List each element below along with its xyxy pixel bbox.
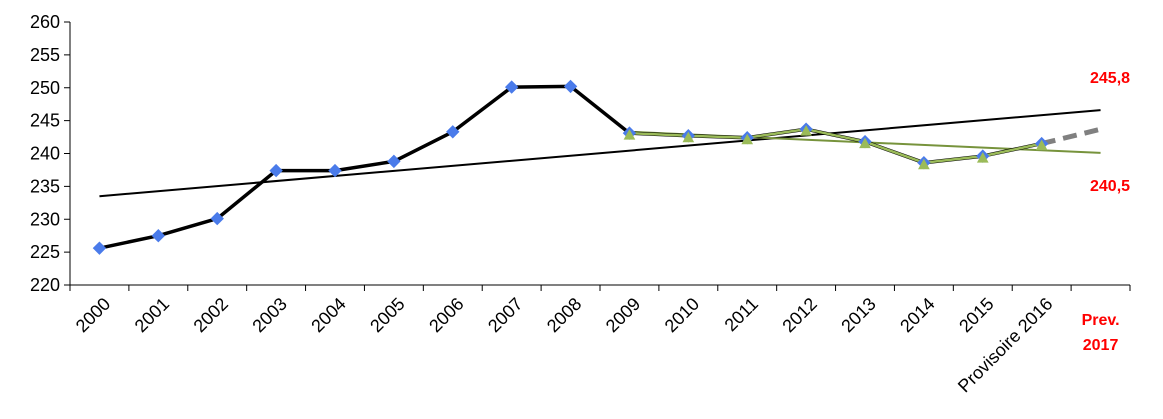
marker-point — [504, 80, 519, 94]
x-tick-label: 2015 — [955, 294, 997, 336]
x-tick-label: 2008 — [543, 294, 585, 336]
annotation-trend-end: 245,8 — [1090, 70, 1130, 87]
y-tick-label: 250 — [30, 78, 60, 98]
annotation-recent-trend-end: 240,5 — [1090, 178, 1130, 195]
marker-point — [210, 211, 224, 226]
y-tick-label: 225 — [30, 242, 60, 262]
series-line-recent — [628, 127, 1043, 164]
x-tick-label: 2012 — [778, 294, 820, 336]
marker-recent — [623, 129, 636, 140]
series-line-forecast — [1041, 126, 1102, 147]
marker-point — [387, 154, 401, 169]
x-tick-label-forecast-line2: 2017 — [1083, 337, 1119, 354]
marker-recent — [859, 137, 871, 149]
marker-recent — [1035, 139, 1048, 151]
marker-recent — [682, 131, 695, 143]
x-tick-label: 2014 — [896, 294, 938, 336]
marker-recent — [976, 152, 989, 163]
marker-point — [269, 163, 283, 178]
x-tick-label: 2004 — [307, 294, 349, 336]
y-tick-label: 220 — [30, 275, 60, 295]
series-lines — [97, 84, 1102, 250]
marker-point — [151, 228, 166, 243]
data-markers — [92, 79, 1049, 255]
marker-recent — [918, 158, 930, 170]
marker-recent — [741, 133, 754, 145]
x-tick-label: 2003 — [248, 294, 290, 336]
marker-point — [563, 79, 578, 94]
axes — [64, 21, 1131, 291]
y-tick-label: 245 — [30, 111, 60, 131]
y-tick-label: 260 — [30, 12, 60, 32]
x-tick-label: 2007 — [484, 294, 526, 336]
series-line-main — [97, 84, 1044, 250]
x-tick-label-forecast-line1: Prev. — [1082, 312, 1120, 329]
marker-point — [328, 163, 342, 178]
y-tick-label: 240 — [30, 144, 60, 164]
x-tick-label: 2009 — [602, 294, 644, 336]
marker-recent — [800, 125, 812, 136]
x-tick-label: 2002 — [190, 294, 232, 336]
trendlines — [99, 109, 1101, 198]
tick-labels: 220 225 230 235 240 245 250 255 260 2000 2001 2002 2… — [30, 12, 1057, 396]
y-tick-label: 230 — [30, 209, 60, 229]
x-tick-label: 2011 — [721, 294, 763, 336]
x-tick-label: 2005 — [366, 294, 408, 336]
y-tick-label: 235 — [30, 176, 60, 196]
x-tick-label: 2006 — [425, 294, 467, 336]
marker-point — [446, 125, 460, 139]
x-tick-label: 2001 — [131, 294, 173, 336]
marker-point — [92, 241, 107, 255]
x-tick-label: 2000 — [72, 294, 114, 336]
trendline-long-term — [99, 109, 1101, 198]
x-tick-label: 2010 — [661, 294, 703, 336]
x-tick-label: 2013 — [837, 294, 879, 336]
y-tick-label: 255 — [30, 45, 60, 65]
